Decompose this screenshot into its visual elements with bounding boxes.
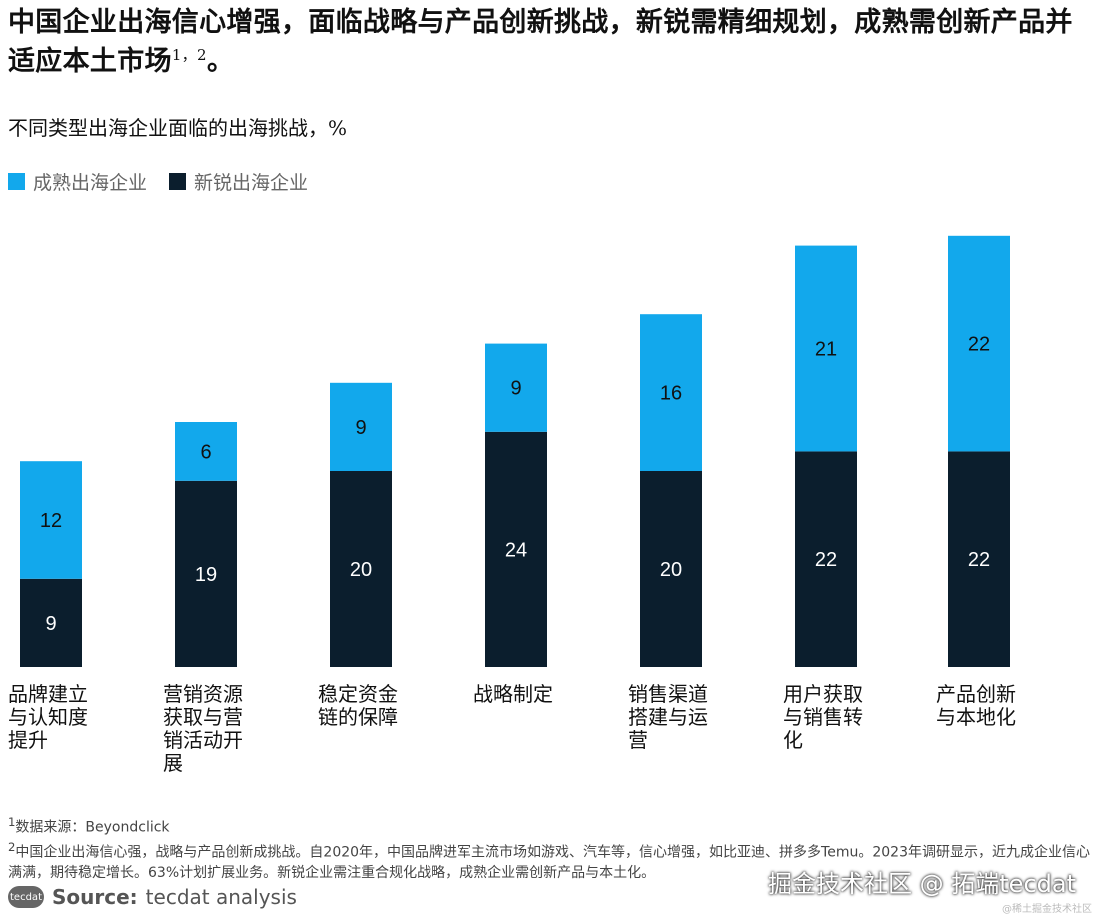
page-title: 中国企业出海信心增强，面临战略与产品创新挑战，新锐需精细规划，成熟需创新产品并适… [8, 7, 1073, 77]
data-label: 22 [815, 549, 837, 571]
category-label: 产品创新与本地化 [936, 682, 1016, 729]
data-label: 19 [195, 564, 217, 586]
data-label: 6 [200, 441, 211, 463]
category-label: 销售渠道搭建与运营 [628, 682, 708, 752]
data-label: 9 [510, 378, 521, 400]
category-label: 品牌建立与认知度提升 [8, 682, 88, 752]
data-label: 24 [505, 539, 527, 561]
bar-mature [948, 235, 1010, 452]
data-label: 9 [45, 613, 56, 635]
tecdat-logo: tecdat [8, 886, 44, 908]
bar-mature [175, 422, 237, 481]
bar-emerging [175, 480, 237, 667]
bar-mature [795, 245, 857, 452]
watermark: 掘金技术社区 @ 拓端tecdat [768, 870, 1076, 898]
data-label: 20 [660, 559, 682, 581]
category-label: 稳定资金链的保障 [318, 682, 398, 729]
legend: 成熟出海企业 新锐出海企业 [8, 168, 308, 195]
legend-item-emerging: 新锐出海企业 [169, 168, 308, 195]
legend-item-mature: 成熟出海企业 [8, 168, 147, 195]
data-label: 22 [968, 549, 990, 571]
bar-emerging [20, 578, 82, 667]
category-label: 用户获取与销售转化 [783, 682, 863, 752]
watermark-small: @稀土掘金技术社区 [1002, 904, 1092, 915]
source-line: tecdat Source: tecdat analysis [8, 885, 297, 909]
legend-swatch-emerging [169, 173, 187, 190]
data-label: 12 [40, 510, 62, 532]
data-label: 20 [350, 559, 372, 581]
data-label: 22 [968, 334, 990, 356]
stacked-bar-chart: 9 12 19 6 20 9 24 9 20 16 22 21 22 22 [20, 235, 1010, 667]
bar-emerging [948, 451, 1010, 667]
chart-subtitle: 不同类型出海企业面临的出海挑战，% [8, 116, 348, 140]
bar-emerging [330, 471, 392, 667]
bar-emerging [640, 471, 702, 667]
bar-emerging [485, 431, 547, 667]
legend-swatch-mature [8, 173, 25, 190]
category-label: 营销资源获取与营销活动开展 [163, 682, 243, 775]
category-label: 战略制定 [473, 682, 553, 706]
data-label: 21 [815, 339, 837, 361]
footnote-1: 1数据来源：Beyondclick [8, 815, 170, 836]
bar-emerging [795, 451, 857, 667]
footnote-2: 2中国企业出海信心强，战略与产品创新成挑战。自2020年，中国品牌进军主流市场如… [8, 840, 1090, 881]
bar-mature [485, 343, 547, 432]
bar-mature [330, 382, 392, 471]
data-label: 9 [355, 417, 366, 439]
bar-mature [640, 314, 702, 471]
bar-mature [20, 461, 82, 579]
data-label: 16 [660, 383, 682, 405]
